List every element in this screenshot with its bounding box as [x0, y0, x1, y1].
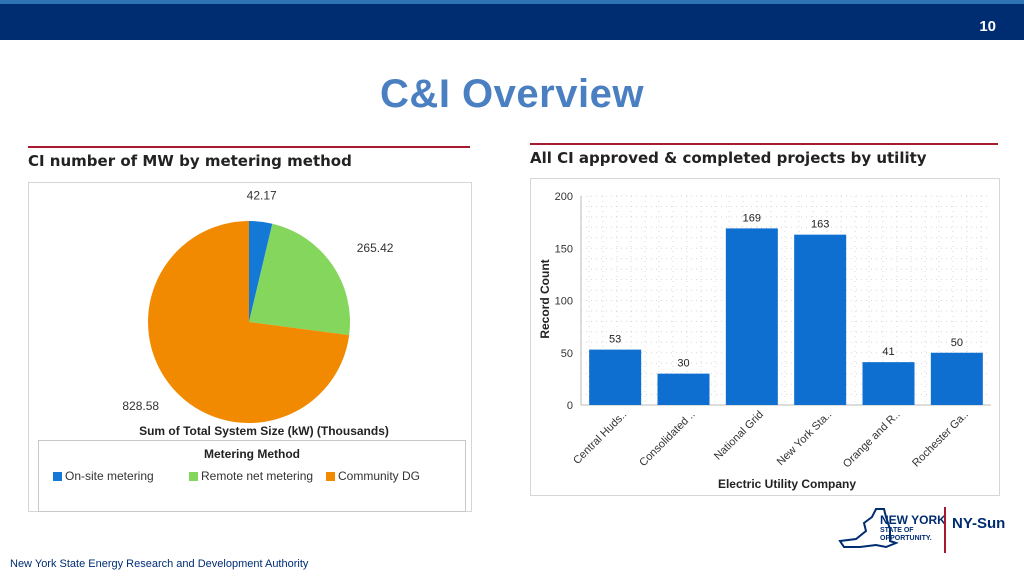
bar-data-label-3: 163: [811, 219, 829, 231]
pie-slice-remote: [249, 223, 351, 336]
pie-title-rule: [28, 146, 470, 148]
legend-item-onsite: On-site metering: [53, 469, 154, 483]
y-tick-label-4: 200: [555, 191, 573, 203]
bar-data-label-0: 53: [609, 334, 621, 346]
bar-ylabel: Record Count: [538, 259, 552, 338]
bar-xlabel: Electric Utility Company: [718, 477, 856, 491]
pie-slice-community: [148, 221, 350, 423]
bar-data-label-4: 41: [882, 346, 894, 358]
bar-2: [725, 228, 778, 405]
bar-5: [930, 352, 983, 405]
top-accent-line: [0, 0, 1024, 4]
new-york-state-map-icon: [838, 508, 899, 549]
legend-swatch-remote: [189, 471, 198, 481]
bar-chart-panel: 0 50 100 150 200 53 30 169 163 41 50 Central Huds…: [530, 178, 1000, 496]
x-tick-label-3: New York Sta..: [775, 409, 835, 469]
legend-swatch-onsite: [53, 471, 62, 481]
pie-slice-onsite: [249, 221, 273, 322]
pie-data-label-remote: 265.42: [357, 241, 394, 255]
x-tick-label-0: Central Huds..: [571, 409, 629, 467]
y-tick-label-3: 150: [555, 243, 573, 255]
pie-xlabel: Sum of Total System Size (kW) (Thousands…: [139, 424, 389, 438]
legend-label-remote: Remote net metering: [201, 469, 314, 483]
bar-0: [589, 349, 642, 405]
bar-data-label-1: 30: [677, 358, 689, 370]
logo-divider: [944, 507, 946, 553]
legend-swatch-community: [326, 471, 335, 481]
y-tick-label-0: 0: [567, 400, 573, 412]
bar-data-label-2: 169: [743, 212, 761, 224]
pie-chart: 42.17 265.42 828.58 Sum of Total System …: [122, 189, 394, 438]
bar-chart: 0 50 100 150 200 53 30 169 163 41 50 Central Huds…: [538, 191, 991, 491]
bar-3: [794, 234, 847, 405]
pie-chart-panel: 42.17 265.42 828.58 Sum of Total System …: [28, 182, 472, 512]
logo-line1: NEW YORK: [880, 513, 946, 527]
logo-brand: NY-Sun: [952, 515, 1006, 532]
x-tick-label-4: Orange and R..: [841, 409, 903, 471]
pie-chart-title: CI number of MW by metering method: [28, 152, 352, 170]
bar-data-label-5: 50: [951, 337, 963, 349]
page-number: 10: [979, 18, 996, 35]
logo-state-text: NEW YORK STATE OF OPPORTUNITY.: [880, 513, 946, 543]
bar-4: [862, 362, 915, 405]
page-title: C&I Overview: [380, 72, 644, 116]
legend-item-community: Community DG: [326, 469, 420, 483]
y-tick-label-2: 100: [555, 296, 573, 308]
pie-data-label-onsite: 42.17: [247, 189, 277, 203]
bar-chart-title: All CI approved & completed projects by …: [530, 149, 927, 167]
y-tick-label-1: 50: [561, 348, 573, 360]
pie-data-label-community: 828.58: [122, 399, 159, 413]
footer-text: New York State Energy Research and Devel…: [10, 558, 309, 570]
legend-item-remote: Remote net metering: [189, 469, 313, 483]
bar-title-rule: [530, 143, 998, 145]
nyserda-ny-sun-logo: NEW YORK STATE OF OPPORTUNITY. NY-Sun: [836, 505, 1016, 557]
legend-label-onsite: On-site metering: [65, 469, 154, 483]
x-tick-label-5: Rochester Ga..: [910, 409, 971, 470]
legend-title: Metering Method: [204, 447, 300, 461]
x-tick-label-2: National Grid: [712, 409, 766, 463]
logo-line3: OPPORTUNITY.: [880, 535, 932, 542]
header-bar: 10: [0, 4, 1024, 40]
pie-legend: Metering Method On-site metering Remote …: [38, 440, 466, 512]
logo-line2: STATE OF: [880, 527, 914, 534]
bar-1: [657, 373, 710, 405]
legend-label-community: Community DG: [338, 469, 421, 483]
x-tick-label-1: Consolidated ..: [637, 409, 697, 469]
